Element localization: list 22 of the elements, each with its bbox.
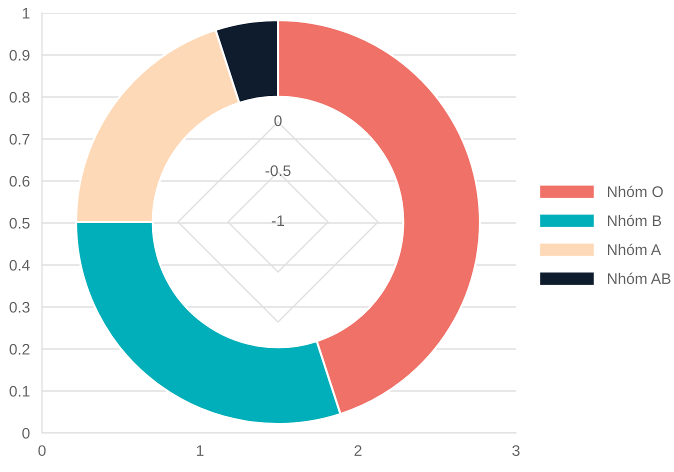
y-tick-label: 0.3	[10, 302, 30, 313]
y-tick-label: 0.1	[10, 386, 30, 397]
y-tick-label: 0.4	[10, 260, 30, 271]
y-tick-label: 1	[22, 8, 30, 19]
y-tick-label: 0.2	[10, 344, 30, 355]
y-tick-label: 0.6	[10, 176, 30, 187]
x-tick-label: 0	[38, 445, 46, 456]
x-tick-label: 2	[354, 445, 362, 456]
y-tick-label: 0.9	[10, 50, 30, 61]
annotation: -0.5	[266, 165, 291, 176]
y-tick-label: 0.7	[10, 134, 30, 145]
legend-label: Nhóm B	[608, 214, 662, 226]
y-tick-label: 0.8	[10, 92, 30, 103]
annotation: 0	[274, 115, 282, 126]
x-tick-label: 1	[196, 445, 204, 456]
annotation: -1	[272, 215, 284, 226]
x-tick-label: 3	[512, 445, 520, 456]
legend-label: Nhóm O	[608, 186, 663, 198]
y-tick-label: 0.5	[10, 218, 30, 229]
legend-label: Nhóm AB	[608, 272, 670, 284]
y-tick-label: 0	[22, 428, 30, 439]
legend-label: Nhóm A	[608, 244, 662, 256]
